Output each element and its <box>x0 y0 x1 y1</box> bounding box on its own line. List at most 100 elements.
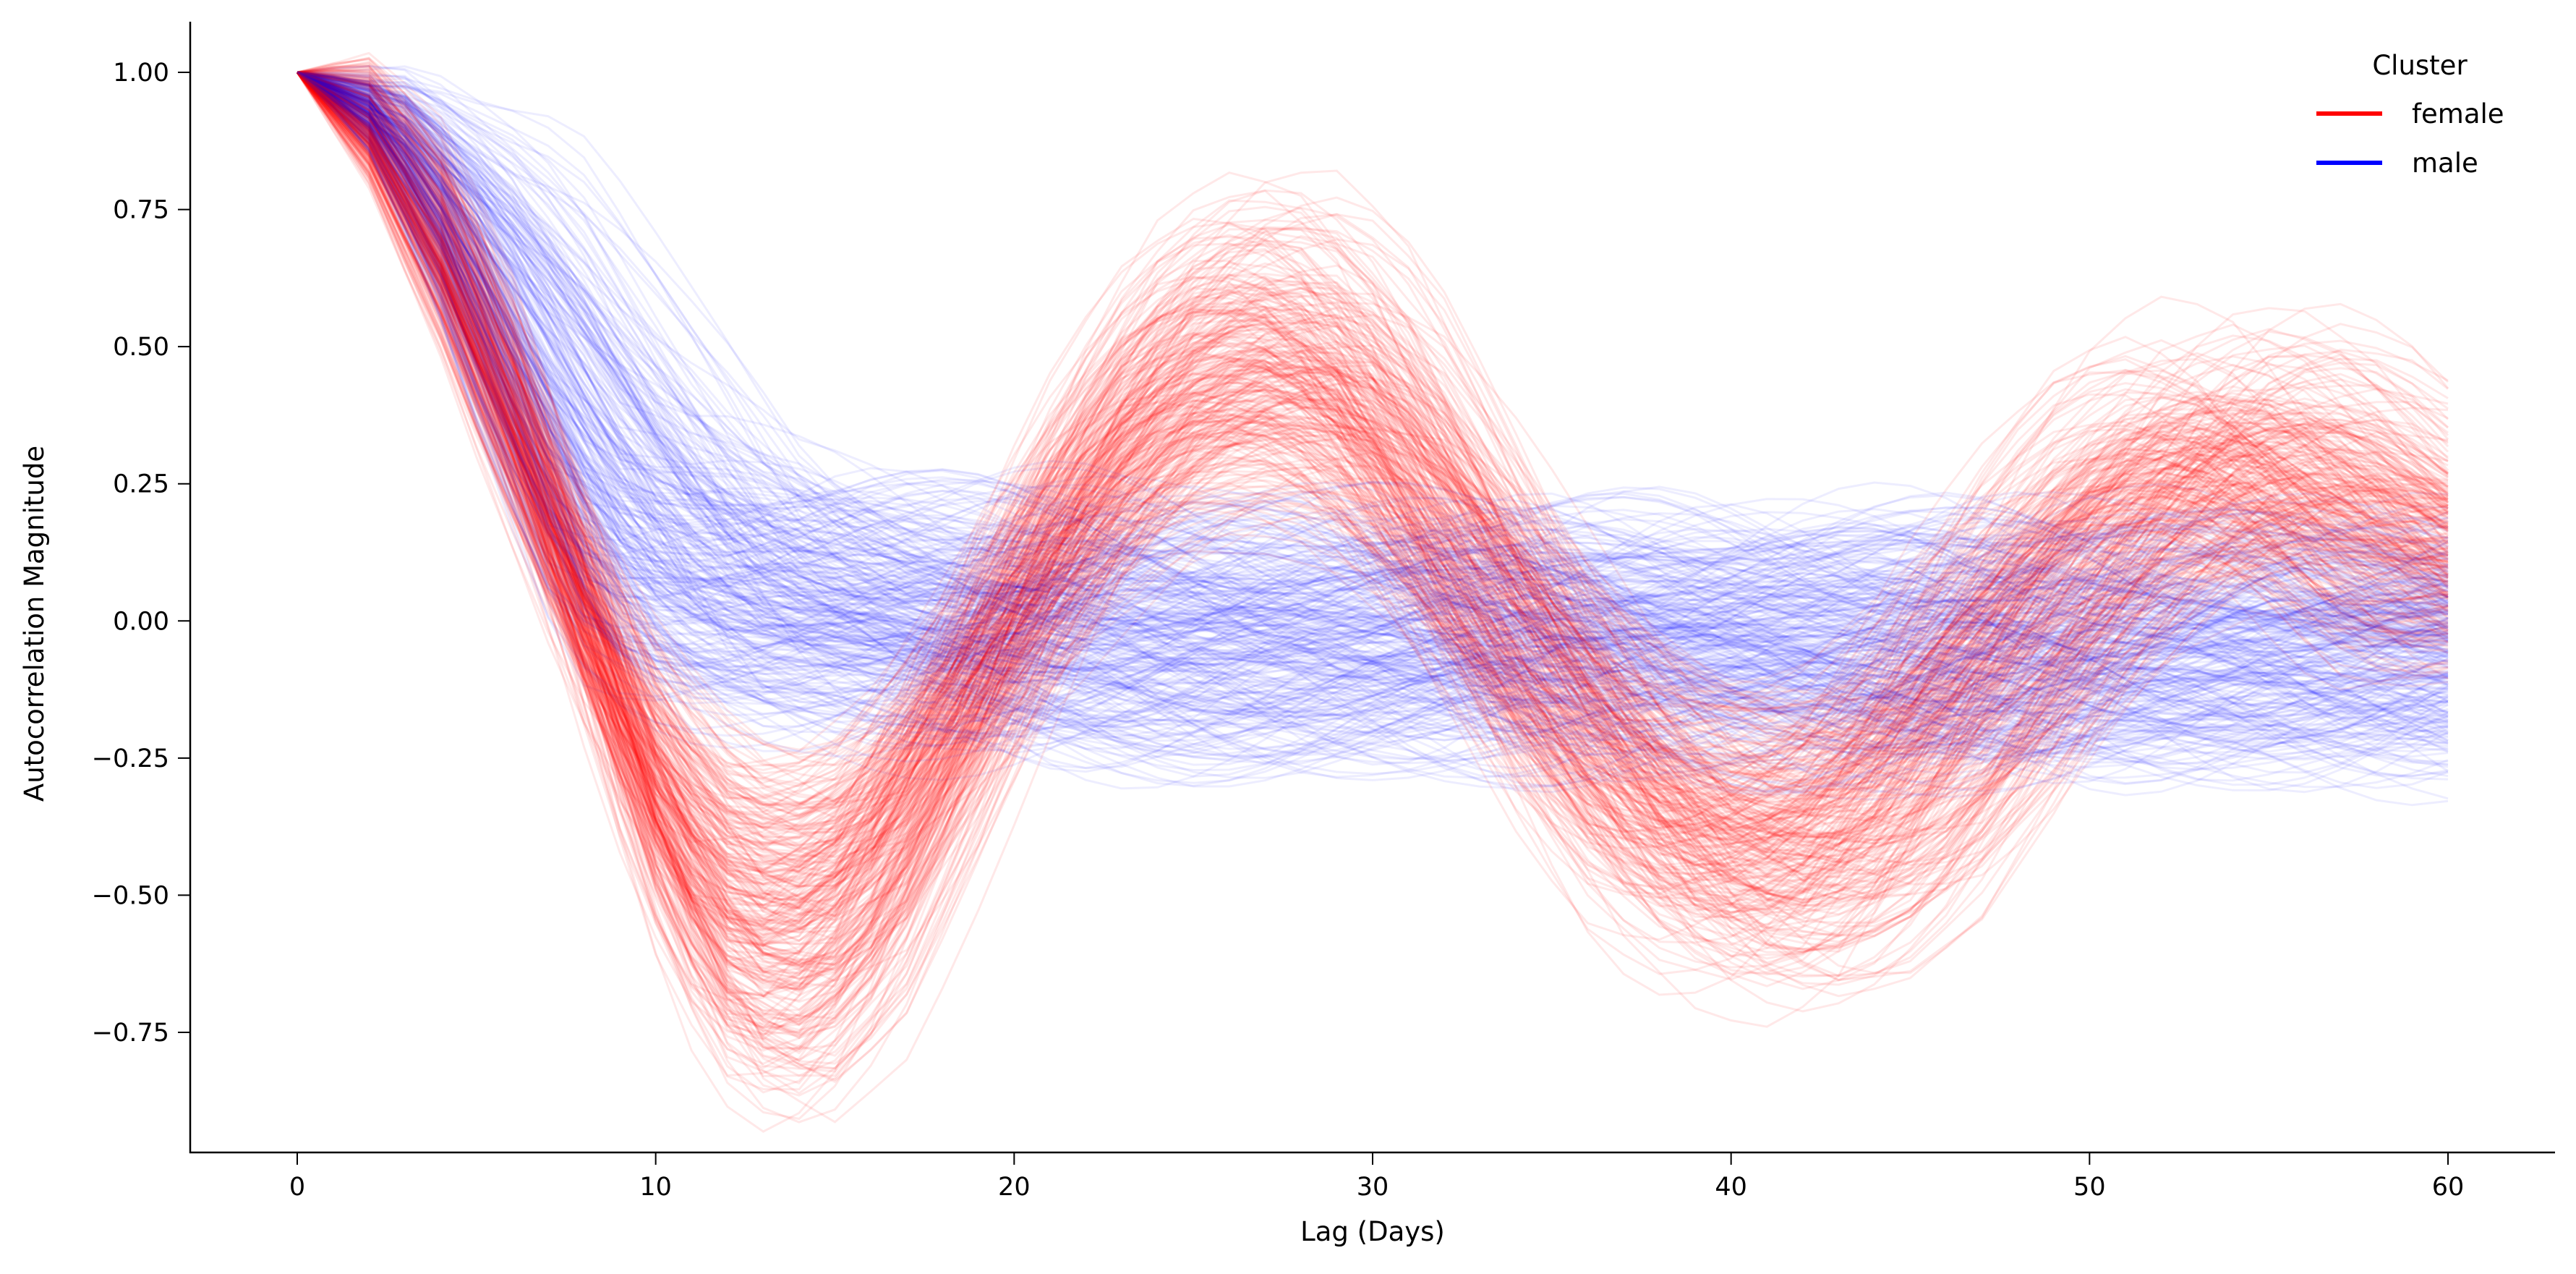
female-curve <box>296 71 2449 878</box>
female-curve <box>297 71 2449 1073</box>
female-curve <box>297 71 2449 906</box>
female-curve <box>297 69 2449 987</box>
male-curve <box>297 71 2449 683</box>
female-curve <box>297 71 2449 955</box>
female-curve <box>297 71 2449 1094</box>
male-curve <box>297 71 2449 714</box>
male-curve <box>297 71 2449 779</box>
female-curve <box>296 71 2449 902</box>
male-curve <box>297 71 2449 624</box>
male-curve <box>296 71 2449 794</box>
female-curve <box>297 71 2449 875</box>
male-curve <box>297 71 2449 689</box>
male-curve <box>297 71 2449 742</box>
male-curve <box>296 71 2449 747</box>
male-curve <box>297 71 2449 600</box>
female-curve <box>297 71 2449 890</box>
male-curve <box>296 71 2449 797</box>
male-curve <box>297 71 2449 744</box>
male-curve <box>297 71 2449 720</box>
male-curve <box>297 71 2449 662</box>
y-ticks: 1.00 0.75 0.50 0.25 0.00 −0.25 −0.50 −0.75 <box>92 59 190 1048</box>
female-curve <box>296 71 2449 917</box>
female-curve <box>296 71 2449 785</box>
male-curve <box>297 71 2449 749</box>
y-tick-label: 0.25 <box>113 470 169 499</box>
male-curve <box>297 71 2448 727</box>
male-curve <box>297 71 2449 776</box>
male-curve <box>297 71 2449 706</box>
male-curve <box>297 71 2449 692</box>
female-curve <box>297 65 2449 974</box>
female-curve <box>296 72 2449 816</box>
male-curve <box>297 71 2449 724</box>
female-curve <box>297 71 2449 844</box>
male-curve <box>297 71 2449 632</box>
male-curve <box>297 71 2449 686</box>
female-curve <box>296 72 2449 865</box>
male-curve <box>297 71 2449 747</box>
male-curve <box>297 71 2449 740</box>
female-curve <box>297 64 2449 1023</box>
male-curve <box>297 71 2449 758</box>
female-curve <box>297 71 2449 988</box>
female-curve <box>297 71 2449 927</box>
male-curve <box>297 71 2449 713</box>
male-curve <box>297 71 2449 690</box>
female-curve <box>297 71 2449 878</box>
female-curve <box>297 71 2449 1029</box>
female-curve <box>296 71 2449 920</box>
x-tick-label: 50 <box>2073 1173 2106 1202</box>
male-curve <box>297 71 2449 615</box>
female-curve <box>297 61 2449 962</box>
female-curve <box>297 71 2449 947</box>
male-curve <box>297 71 2449 640</box>
female-curve <box>297 71 2449 969</box>
male-curve <box>297 71 2449 682</box>
male-curve <box>297 71 2449 607</box>
male-curve <box>297 71 2449 619</box>
female-curve <box>296 72 2449 862</box>
female-curve <box>297 71 2449 998</box>
female-curve <box>296 72 2449 888</box>
female-curve <box>296 72 2449 858</box>
female-curve <box>297 71 2449 975</box>
male-curve <box>297 71 2449 778</box>
male-curve <box>297 71 2449 663</box>
male-curve <box>297 71 2449 689</box>
female-curve <box>296 72 2449 904</box>
female-curve <box>296 72 2449 937</box>
male-curve <box>297 71 2449 609</box>
male-curve <box>297 71 2449 633</box>
male-curve <box>297 71 2449 650</box>
female-curve <box>296 71 2449 810</box>
female-curve <box>297 71 2449 953</box>
female-curve <box>297 71 2449 1070</box>
male-curve <box>297 71 2449 757</box>
female-curve <box>297 71 2449 1021</box>
x-tick-label: 40 <box>1715 1173 1747 1202</box>
male-curve <box>297 71 2449 598</box>
male-curve <box>297 71 2449 718</box>
male-curve <box>297 71 2449 658</box>
male-curve <box>297 71 2449 681</box>
female-curve <box>297 71 2449 955</box>
female-curve <box>297 56 2449 970</box>
male-curve <box>297 71 2449 732</box>
male-curve <box>297 71 2449 749</box>
male-curve <box>297 71 2449 702</box>
female-curve <box>296 71 2449 814</box>
y-tick-label: −0.25 <box>92 744 169 773</box>
male-curve <box>297 71 2449 674</box>
male-curve <box>297 71 2449 645</box>
male-curve <box>297 71 2449 668</box>
female-curve <box>297 71 2449 966</box>
female-curve <box>296 71 2449 827</box>
female-curve <box>297 71 2449 809</box>
female-curve <box>296 71 2449 916</box>
male-curve <box>297 71 2449 733</box>
male-curve <box>296 71 2449 726</box>
male-curve <box>297 71 2449 683</box>
male-curve <box>297 71 2449 781</box>
male-curve <box>297 71 2449 637</box>
